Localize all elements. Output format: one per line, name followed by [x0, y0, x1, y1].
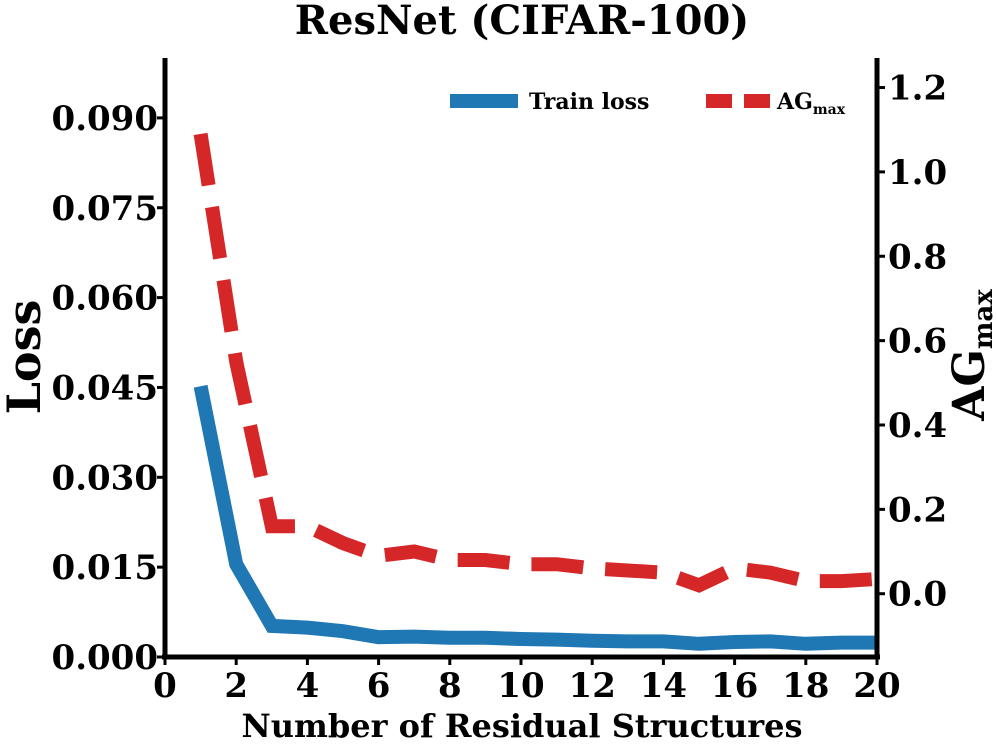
left-y-ticks: 0.000 0.015 0.030 0.045 0.060 0.075 0.090	[52, 99, 165, 678]
legend: Train loss AGmax	[450, 89, 846, 118]
legend-label-ag-sub: max	[813, 102, 846, 118]
left-y-tick-label: 0.045	[52, 368, 158, 408]
legend-label-train-loss: Train loss	[529, 89, 649, 115]
left-y-tick-label: 0.000	[52, 638, 158, 678]
x-tick-label: 6	[367, 666, 391, 706]
x-tick-label: 14	[640, 666, 687, 706]
right-y-axis-label-sub: max	[969, 289, 997, 349]
left-y-tick-label: 0.030	[52, 458, 158, 498]
x-tick-label: 2	[224, 666, 248, 706]
left-y-tick-label: 0.075	[52, 189, 158, 229]
right-y-tick-label: 0.0	[888, 575, 947, 615]
x-tick-label: 8	[438, 666, 462, 706]
right-y-tick-label: 0.2	[888, 490, 947, 530]
legend-label-ag-main: AG	[776, 89, 813, 115]
series-line-ag-max	[193, 132, 878, 593]
x-ticks: 0 2 4 6 8 10 12 14 16 18 20	[153, 657, 901, 706]
x-tick-label: 0	[153, 666, 177, 706]
right-y-tick-label: 0.4	[888, 406, 947, 446]
right-y-tick-label: 0.8	[888, 237, 947, 277]
right-y-ticks: 0.0 0.2 0.4 0.6 0.8 1.0 1.2	[877, 69, 947, 615]
x-tick-label: 16	[711, 666, 758, 706]
x-tick-label: 20	[853, 666, 900, 706]
series-layer	[193, 132, 878, 651]
x-tick-label: 18	[782, 666, 829, 706]
left-y-axis-label: Loss	[0, 300, 51, 415]
left-y-tick-label: 0.090	[52, 99, 158, 139]
right-y-axis-label-main: AG	[944, 349, 995, 422]
left-y-tick-label: 0.015	[52, 548, 158, 588]
right-y-tick-label: 1.2	[888, 69, 947, 109]
right-y-tick-label: 1.0	[888, 153, 947, 193]
x-axis-label: Number of Residual Structures	[242, 707, 803, 745]
x-tick-label: 4	[296, 666, 320, 706]
x-tick-label: 12	[569, 666, 616, 706]
legend-label-ag-max: AGmax	[776, 89, 846, 118]
right-y-axis-label: AGmax	[944, 289, 997, 422]
left-y-tick-label: 0.060	[52, 279, 158, 319]
right-y-tick-label: 0.6	[888, 322, 947, 362]
series-line-train-loss	[193, 384, 877, 651]
chart-title: ResNet (CIFAR-100)	[295, 0, 749, 44]
x-tick-label: 10	[497, 666, 544, 706]
